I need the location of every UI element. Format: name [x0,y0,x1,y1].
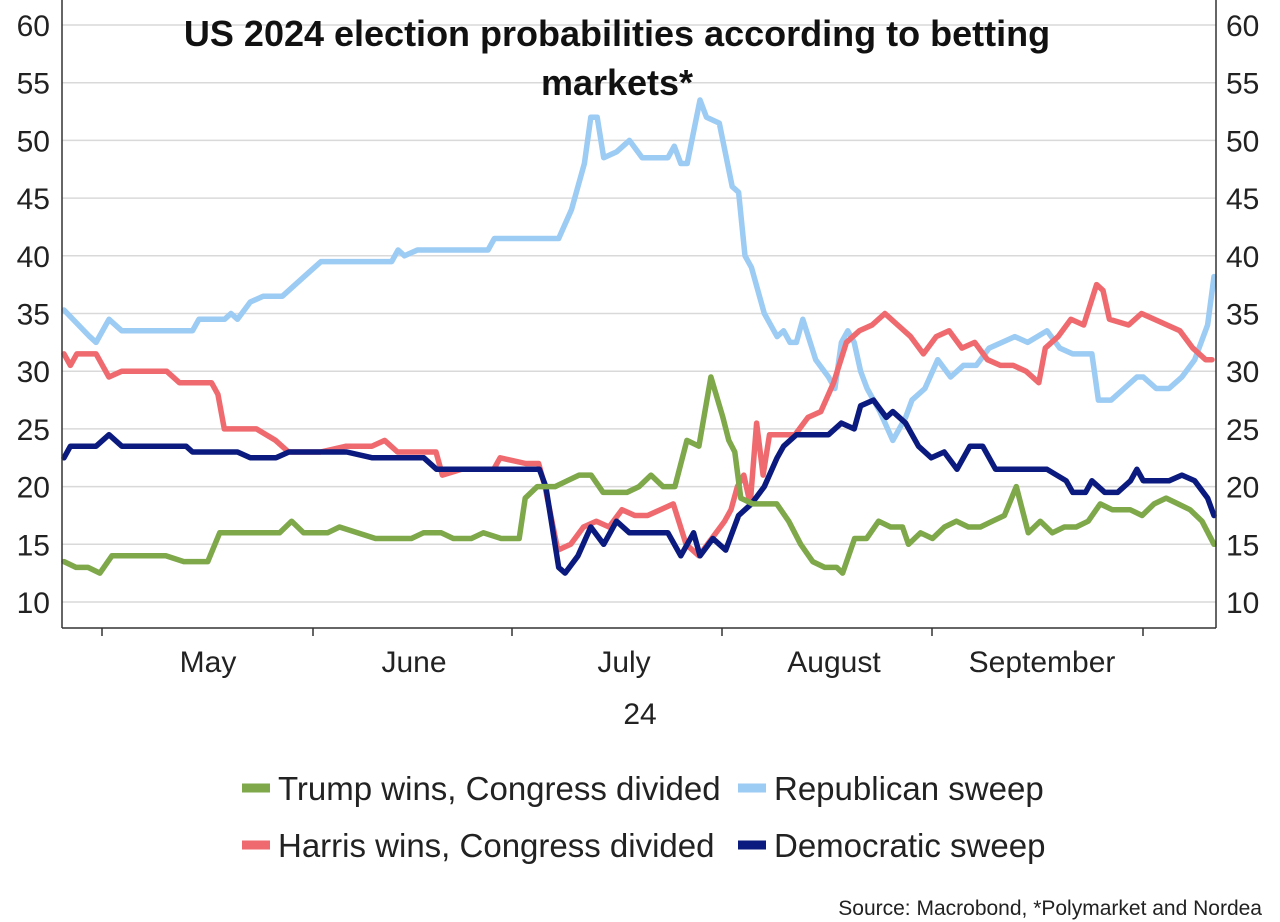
source-note: Source: Macrobond, *Polymarket and Norde… [838,897,1262,920]
legend-label: Democratic sweep [774,827,1045,864]
gridlines [62,24,1216,603]
x-tick-label: June [381,646,446,679]
y-tick-label-left: 35 [17,299,50,332]
y-tick-label-left: 25 [17,414,50,447]
x-tick-label: May [180,646,237,679]
y-tick-label-right: 15 [1226,529,1259,562]
chart-title-line-2: markets* [541,62,693,103]
legend-label: Republican sweep [774,770,1044,807]
x-tick-label: July [597,646,650,679]
y-tick-label-left: 30 [17,356,50,389]
y-tick-label-left: 55 [17,68,50,101]
y-tick-label-left: 45 [17,183,50,216]
y-tick-label-left: 60 [17,10,50,43]
chart-title-line-1: US 2024 election probabilities according… [184,13,1050,54]
series-line-republican-sweep [61,97,1217,444]
y-tick-label-right: 35 [1226,299,1259,332]
y-tick-label-left: 50 [17,125,50,158]
y-tick-label-right: 30 [1226,356,1259,389]
x-tick-label: August [787,646,881,679]
legend-label: Harris wins, Congress divided [278,827,715,864]
y-tick-label-left: 15 [17,529,50,562]
y-tick-label-left: 40 [17,241,50,274]
y-tick-label-right: 40 [1226,241,1259,274]
y-tick-label-right: 50 [1226,125,1259,158]
series-line-harris-wins-congress-divided [61,281,1215,559]
y-tick-label-right: 60 [1226,10,1259,43]
x-axis-year-label: 24 [623,698,656,731]
series-layer [61,97,1217,576]
y-tick-label-right: 10 [1226,587,1259,620]
axis-labels: 10 10 15 15 20 20 25 25 30 30 35 35 40 40 45 45 50 50 55 55… [17,10,1260,679]
y-tick-label-right: 45 [1226,183,1259,216]
y-tick-label-right: 25 [1226,414,1259,447]
series-line-trump-wins-congress-divided [61,374,1217,576]
y-tick-label-left: 20 [17,472,50,505]
x-tick-label: September [969,646,1116,679]
y-tick-label-left: 10 [17,587,50,620]
y-tick-label-right: 55 [1226,68,1259,101]
y-tick-label-right: 20 [1226,472,1259,505]
legend-label: Trump wins, Congress divided [278,770,721,807]
legend: Trump wins, Congress divided Republican s… [242,770,1045,864]
series-line-democratic-sweep [61,397,1217,576]
axes [61,0,1217,636]
